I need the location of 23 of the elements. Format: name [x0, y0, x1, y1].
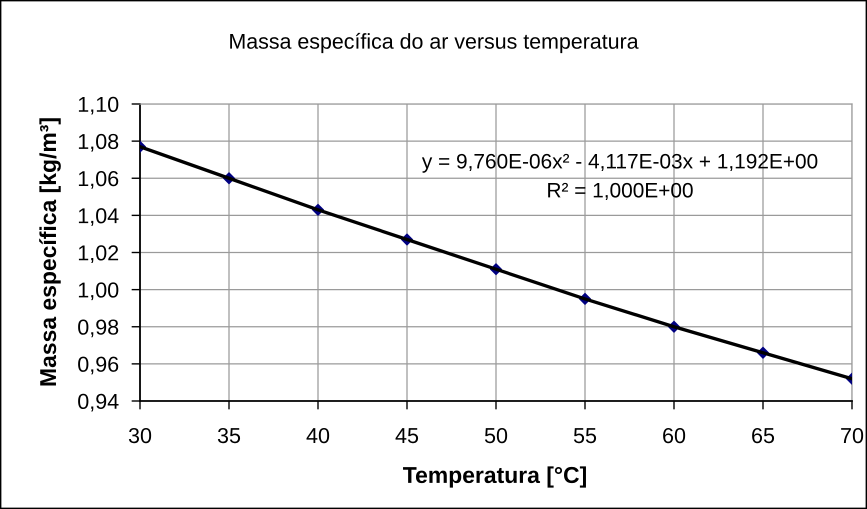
- annotation: y = 9,760E-06x² - 4,117E-03x + 1,192E+00: [422, 154, 818, 173]
- y-tick-label: 0,98: [78, 320, 118, 338]
- y-tick-label: 1,08: [78, 134, 118, 152]
- x-tick-label: 30: [128, 428, 152, 444]
- x-tick-label: 45: [396, 428, 418, 444]
- y-tick-label: 1,10: [78, 96, 118, 115]
- y-tick-label: 0,94: [78, 394, 119, 412]
- x-tick-label: 40: [306, 428, 330, 444]
- x-tick-label: 70: [841, 428, 864, 444]
- y-axis-title: Massa específica [kg/m³]: [39, 118, 61, 386]
- y-tick-label: 1,06: [78, 171, 118, 189]
- x-tick-label: 55: [574, 428, 596, 444]
- x-tick-label: 65: [752, 428, 774, 444]
- x-axis-title: Temperatura [°C]: [403, 466, 586, 488]
- y-tick-label: 0,96: [78, 356, 118, 374]
- x-tick-label: 35: [218, 428, 240, 444]
- y-tick-label: 1,00: [78, 282, 118, 300]
- annotation: R² = 1,000E+00: [548, 182, 693, 200]
- y-tick-label: 1,04: [78, 208, 119, 226]
- y-tick-label: 1,02: [78, 245, 118, 264]
- x-tick-label: 50: [484, 428, 508, 444]
- x-tick-label: 60: [663, 428, 686, 444]
- chart-title: Massa específica do ar versus temperatura: [230, 32, 639, 54]
